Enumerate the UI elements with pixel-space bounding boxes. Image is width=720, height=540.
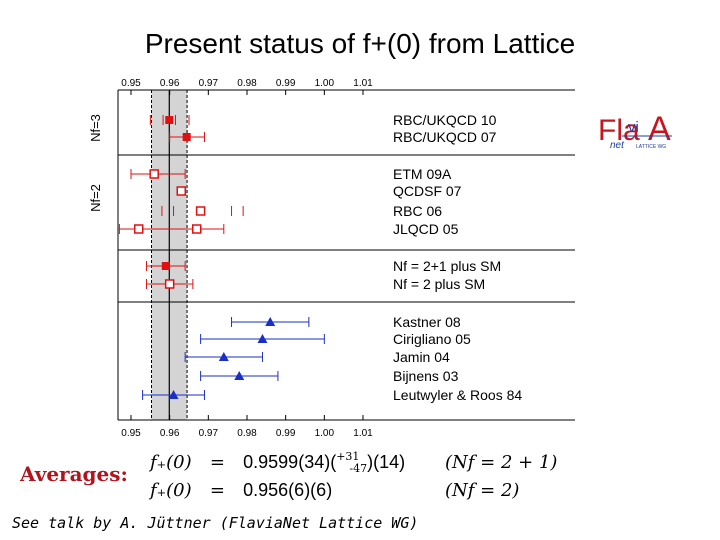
row-label-9: Cirigliano 05 xyxy=(393,331,471,347)
row-label-4: RBC 06 xyxy=(393,203,442,219)
marker-3 xyxy=(176,186,187,196)
marker-9 xyxy=(257,334,268,343)
flavianet-logo: Fla vi A net LATTICE WG xyxy=(592,96,690,158)
tick-label-top-0: 0.95 xyxy=(121,78,141,89)
row-label-6: Nf = 2+1 plus SM xyxy=(393,258,501,274)
svg-text:net: net xyxy=(610,140,625,151)
tick-label-top-1: 0.96 xyxy=(160,78,180,89)
row-label-2: ETM 09A xyxy=(393,166,452,182)
marker-11 xyxy=(234,371,245,380)
row-label-12: Leutwyler & Roos 84 xyxy=(393,387,522,403)
group-label-1: Nf=2 xyxy=(88,184,103,212)
row-label-3: QCDSF 07 xyxy=(393,183,462,199)
flavianet-logo-icon: Fla vi A net LATTICE WG xyxy=(598,110,672,151)
tick-label-top-3: 0.98 xyxy=(237,78,257,89)
row-label-7: Nf = 2 plus SM xyxy=(393,276,485,292)
tick-label-top-6: 1.01 xyxy=(353,78,373,89)
marker-0 xyxy=(165,116,174,124)
row-label-0: RBC/UKQCD 10 xyxy=(393,112,497,128)
marker-12 xyxy=(168,390,179,399)
tick-label-top-4: 0.99 xyxy=(276,78,296,89)
marker-1 xyxy=(182,133,191,141)
tick-label-top-5: 1.00 xyxy=(315,78,335,89)
svg-text:vi: vi xyxy=(628,119,639,136)
tick-label-bottom-5: 1.00 xyxy=(315,428,335,439)
marker-8 xyxy=(265,317,276,326)
marker-5 xyxy=(191,224,202,234)
row-label-1: RBC/UKQCD 07 xyxy=(393,129,497,145)
slide-title: Present status of f+(0) from Lattice xyxy=(144,28,576,59)
row-label-5: JLQCD 05 xyxy=(393,221,459,237)
tick-label-bottom-1: 0.96 xyxy=(160,428,180,439)
average-nf3: f₊(0) = 0.9599(34)(+31-47)(14) (Nf = 2 +… xyxy=(150,450,558,475)
marker-5-b xyxy=(133,224,144,234)
tick-label-bottom-4: 0.99 xyxy=(276,428,296,439)
marker-10 xyxy=(218,352,229,361)
row-label-8: Kastner 08 xyxy=(393,314,461,330)
marker-2 xyxy=(149,169,159,179)
row-label-11: Bijnens 03 xyxy=(393,368,459,384)
marker-7 xyxy=(164,279,175,289)
tick-label-top-2: 0.97 xyxy=(199,78,219,89)
svg-text:Fla: Fla xyxy=(598,114,640,147)
tick-label-bottom-3: 0.98 xyxy=(237,428,257,439)
footer-note: See talk by A. Jüttner (FlaviaNet Lattic… xyxy=(12,514,419,532)
group-label-0: Nf=3 xyxy=(88,114,103,142)
marker-4 xyxy=(195,206,206,216)
svg-text:A: A xyxy=(648,110,671,148)
svg-text:LATTICE WG: LATTICE WG xyxy=(636,144,666,150)
tick-label-bottom-6: 1.01 xyxy=(353,428,373,439)
tick-label-bottom-0: 0.95 xyxy=(121,428,141,439)
averages-label: Averages: xyxy=(20,462,128,486)
marker-6 xyxy=(161,262,170,270)
tick-label-bottom-2: 0.97 xyxy=(199,428,219,439)
average-nf2: f₊(0) = 0.956(6)(6) (Nf = 2) xyxy=(150,480,520,501)
row-label-10: Jamin 04 xyxy=(393,349,450,365)
